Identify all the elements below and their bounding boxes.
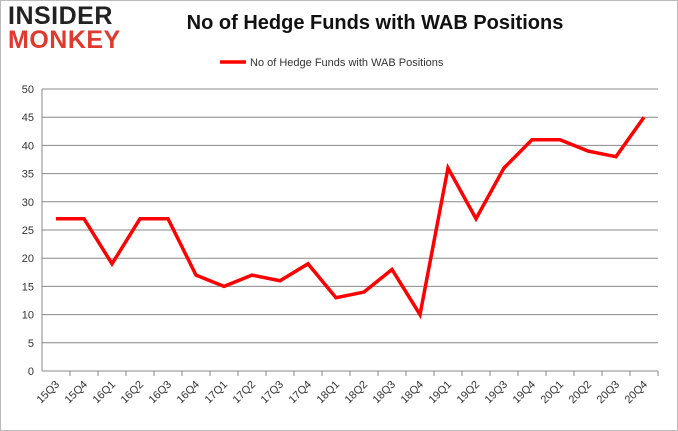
x-tick-label: 16Q4	[175, 379, 203, 407]
x-tick-label: 18Q4	[399, 379, 427, 407]
logo-line2: MONKEY	[8, 26, 121, 54]
x-tick-label: 20Q2	[567, 379, 595, 407]
y-tick-label: 15	[22, 281, 34, 293]
y-tick-label: 25	[22, 225, 34, 237]
x-tick-label: 16Q1	[91, 379, 119, 407]
x-tick-label: 18Q2	[343, 379, 371, 407]
x-tick-label: 17Q3	[259, 379, 287, 407]
logo-line1: INSIDER	[8, 2, 113, 30]
legend-label: No of Hedge Funds with WAB Positions	[250, 57, 444, 69]
x-tick-label: 17Q1	[203, 379, 231, 407]
x-tick-label: 19Q2	[455, 379, 483, 407]
x-tick-label: 17Q2	[231, 379, 259, 407]
y-tick-label: 35	[22, 169, 34, 181]
y-tick-label: 45	[22, 112, 34, 124]
x-tick-label: 20Q1	[539, 379, 567, 407]
x-tick-label: 18Q3	[371, 379, 399, 407]
x-tick-label: 16Q2	[119, 379, 147, 407]
x-tick-label: 16Q3	[147, 379, 175, 407]
x-tick-label: 20Q4	[623, 379, 651, 407]
y-tick-label: 40	[22, 140, 34, 152]
y-tick-label: 10	[22, 310, 34, 322]
y-tick-label: 30	[22, 197, 34, 209]
x-tick-label: 19Q1	[427, 379, 455, 407]
insider-monkey-logo: INSIDER MONKEY	[8, 2, 121, 54]
x-tick-label: 17Q4	[287, 379, 315, 407]
x-tick-label: 18Q1	[315, 379, 343, 407]
y-tick-label: 5	[28, 338, 34, 350]
y-tick-label: 20	[22, 253, 34, 265]
x-tick-label: 19Q3	[483, 379, 511, 407]
chart-title: No of Hedge Funds with WAB Positions	[186, 12, 564, 34]
y-tick-label: 0	[28, 366, 34, 378]
x-tick-label: 19Q4	[511, 379, 539, 407]
y-tick-label: 50	[22, 84, 34, 96]
x-tick-label: 15Q3	[35, 379, 63, 407]
x-tick-label: 15Q4	[63, 379, 91, 407]
x-tick-label: 20Q3	[595, 379, 623, 407]
series-line	[56, 116, 646, 320]
